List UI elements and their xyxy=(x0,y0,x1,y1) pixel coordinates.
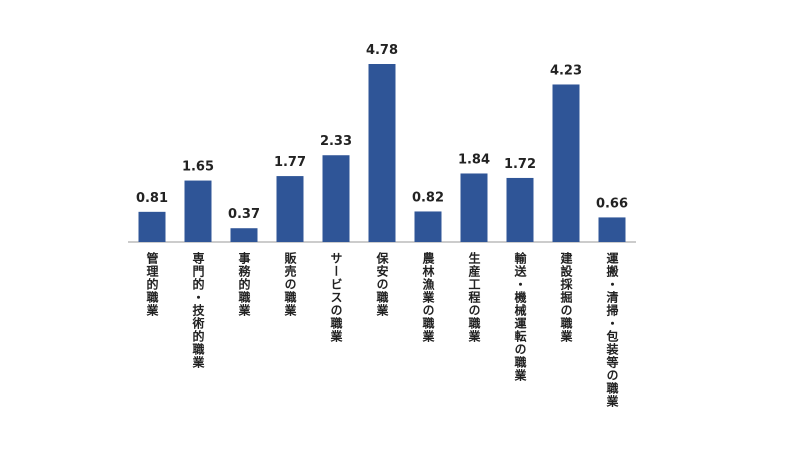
x-tick-label: 専門的・技術的職業 xyxy=(191,251,205,369)
bar xyxy=(276,176,304,242)
bar xyxy=(184,180,212,242)
bar xyxy=(460,173,488,242)
bar xyxy=(598,217,626,242)
bar xyxy=(368,64,396,242)
x-tick-label: サービスの職業 xyxy=(329,252,343,343)
x-tick-label: 生産工程の職業 xyxy=(467,251,481,343)
bar xyxy=(230,228,258,242)
value-label: 0.81 xyxy=(136,191,168,206)
value-label: 1.77 xyxy=(274,155,306,170)
x-tick-label: 輸送・機械運転の職業 xyxy=(513,251,527,382)
value-label: 0.37 xyxy=(228,207,260,222)
bar xyxy=(138,211,166,242)
bar xyxy=(322,155,350,242)
x-tick-label: 建設採掘の職業 xyxy=(559,251,573,343)
value-label: 1.65 xyxy=(182,160,214,175)
bar xyxy=(552,84,580,242)
x-tick-label: 事務的職業 xyxy=(237,251,251,317)
bar xyxy=(506,177,534,242)
x-tick-label: 管理的職業 xyxy=(145,251,159,317)
value-label: 1.84 xyxy=(458,152,490,167)
value-label: 4.78 xyxy=(366,43,398,58)
x-tick-label: 販売の職業 xyxy=(283,251,297,317)
value-label: 0.82 xyxy=(412,190,444,205)
value-label: 4.23 xyxy=(550,63,582,78)
value-label: 1.72 xyxy=(504,157,536,172)
value-label: 2.33 xyxy=(320,134,352,149)
x-tick-label: 運搬・清掃・包装等の職業 xyxy=(605,252,619,408)
x-tick-label: 農林漁業の職業 xyxy=(421,251,435,343)
bar xyxy=(414,211,442,242)
value-label: 0.66 xyxy=(596,196,628,211)
x-tick-label: 保安の職業 xyxy=(375,251,389,317)
